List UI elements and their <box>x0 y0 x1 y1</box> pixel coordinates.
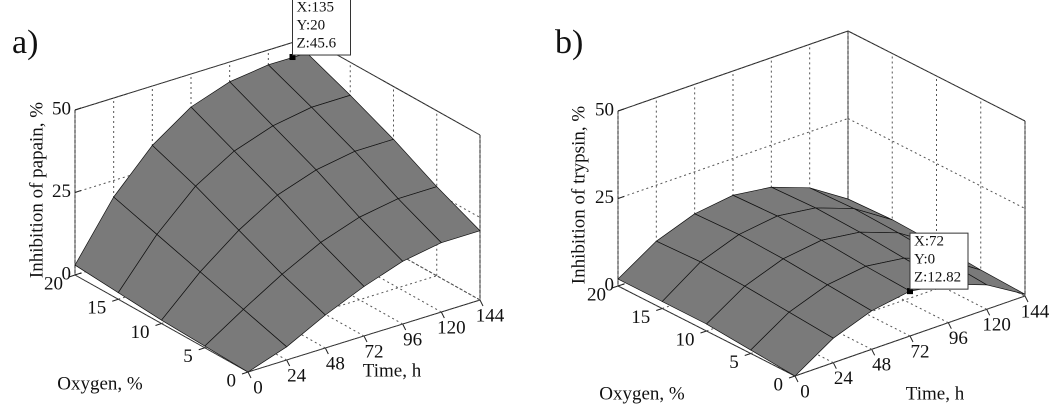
datatip-box <box>909 232 969 290</box>
datatip-label: X:72 <box>914 234 944 250</box>
y-tick-label: 10 <box>131 322 150 343</box>
grid-line <box>847 118 1026 209</box>
x-tick-label: 120 <box>982 315 1011 336</box>
z-tick <box>74 107 82 111</box>
datatip-box <box>292 0 351 56</box>
grid-line <box>794 295 1026 377</box>
grid-line <box>617 285 796 377</box>
x-tick-label: 96 <box>403 329 422 350</box>
x-tick <box>986 309 991 316</box>
x-tick <box>402 323 407 331</box>
x-tick <box>794 375 799 383</box>
datatip-label: Y:20 <box>297 17 326 33</box>
x-tick <box>871 349 876 356</box>
z-tick <box>617 196 625 199</box>
grid-line <box>306 202 481 301</box>
y-tick <box>241 371 249 375</box>
grid-line <box>306 37 481 136</box>
x-tick-label: 24 <box>834 368 854 389</box>
y-tick <box>788 375 796 379</box>
z-tick-label: 50 <box>595 99 614 120</box>
z-tick <box>74 190 82 193</box>
x-tick-label: 48 <box>326 353 345 374</box>
x-tick <box>832 362 837 369</box>
y-tick <box>155 323 162 326</box>
y-tick-label: 0 <box>227 370 237 391</box>
x-tick <box>286 359 291 367</box>
panel-label: a) <box>12 24 38 61</box>
y-tick-label: 0 <box>774 374 784 395</box>
x-tick <box>947 322 952 329</box>
y-tick <box>68 274 76 278</box>
y-tick <box>112 298 119 302</box>
x-tick-label: 72 <box>365 341 384 362</box>
y-tick <box>744 353 751 356</box>
z-tick-label: 0 <box>62 263 72 284</box>
datatip-label: Y:0 <box>914 252 935 268</box>
surface-patch <box>750 311 834 377</box>
y-tick <box>656 308 663 311</box>
x-tick-label: 0 <box>253 377 263 398</box>
y-tick <box>611 285 619 289</box>
y-axis-label: Oxygen, % <box>599 383 685 404</box>
x-tick <box>1024 295 1029 303</box>
datatip-label: Z:12.82 <box>914 270 961 286</box>
x-tick <box>363 335 368 343</box>
x-tick <box>440 311 445 319</box>
x-tick-label: 24 <box>287 365 307 386</box>
x-tick-label: 72 <box>911 341 930 362</box>
grid-line <box>74 37 308 111</box>
x-tick-label: 96 <box>949 328 968 349</box>
grid-line <box>617 30 849 112</box>
datatip-marker <box>289 54 296 61</box>
z-axis-label: Inhibition of papain, % <box>26 102 47 278</box>
y-tick <box>700 330 707 334</box>
y-tick-label: 5 <box>729 352 739 373</box>
y-tick-label: 15 <box>631 307 650 328</box>
grid-line <box>74 274 249 373</box>
x-tick <box>479 299 484 307</box>
y-tick-label: 5 <box>183 346 193 367</box>
z-tick <box>617 283 625 287</box>
y-tick-label: 20 <box>44 273 63 294</box>
y-tick-label: 20 <box>587 284 606 305</box>
datatip-label: Z:45.6 <box>297 35 337 51</box>
z-tick <box>617 108 625 112</box>
z-tick-label: 25 <box>595 187 614 208</box>
z-tick-label: 25 <box>52 181 71 202</box>
grid-line <box>847 30 1026 122</box>
x-tick-label: 144 <box>476 305 505 326</box>
surface-patch <box>204 308 288 373</box>
y-tick-label: 10 <box>676 329 695 350</box>
x-tick <box>247 371 252 379</box>
x-tick <box>909 335 914 343</box>
panel-label: b) <box>555 24 583 61</box>
z-axis-label: Inhibition of trypsin, % <box>568 106 589 285</box>
x-axis-label: Time, h <box>363 360 422 381</box>
grid-line <box>247 299 481 373</box>
x-axis-label: Time, h <box>906 383 965 404</box>
y-tick-label: 15 <box>87 298 106 319</box>
grid-line <box>617 118 849 199</box>
x-tick-label: 144 <box>1021 301 1050 322</box>
z-tick-label: 50 <box>52 98 71 119</box>
y-axis-label: Oxygen, % <box>57 373 143 394</box>
z-tick-label: 0 <box>605 274 615 295</box>
y-tick <box>198 347 205 351</box>
x-tick-label: 48 <box>872 355 891 376</box>
datatip-label: X:135 <box>297 0 335 15</box>
x-tick-label: 120 <box>437 317 466 338</box>
x-tick <box>324 347 329 355</box>
datatip-marker <box>907 288 913 295</box>
x-tick-label: 0 <box>800 381 810 402</box>
z-tick <box>74 272 82 276</box>
